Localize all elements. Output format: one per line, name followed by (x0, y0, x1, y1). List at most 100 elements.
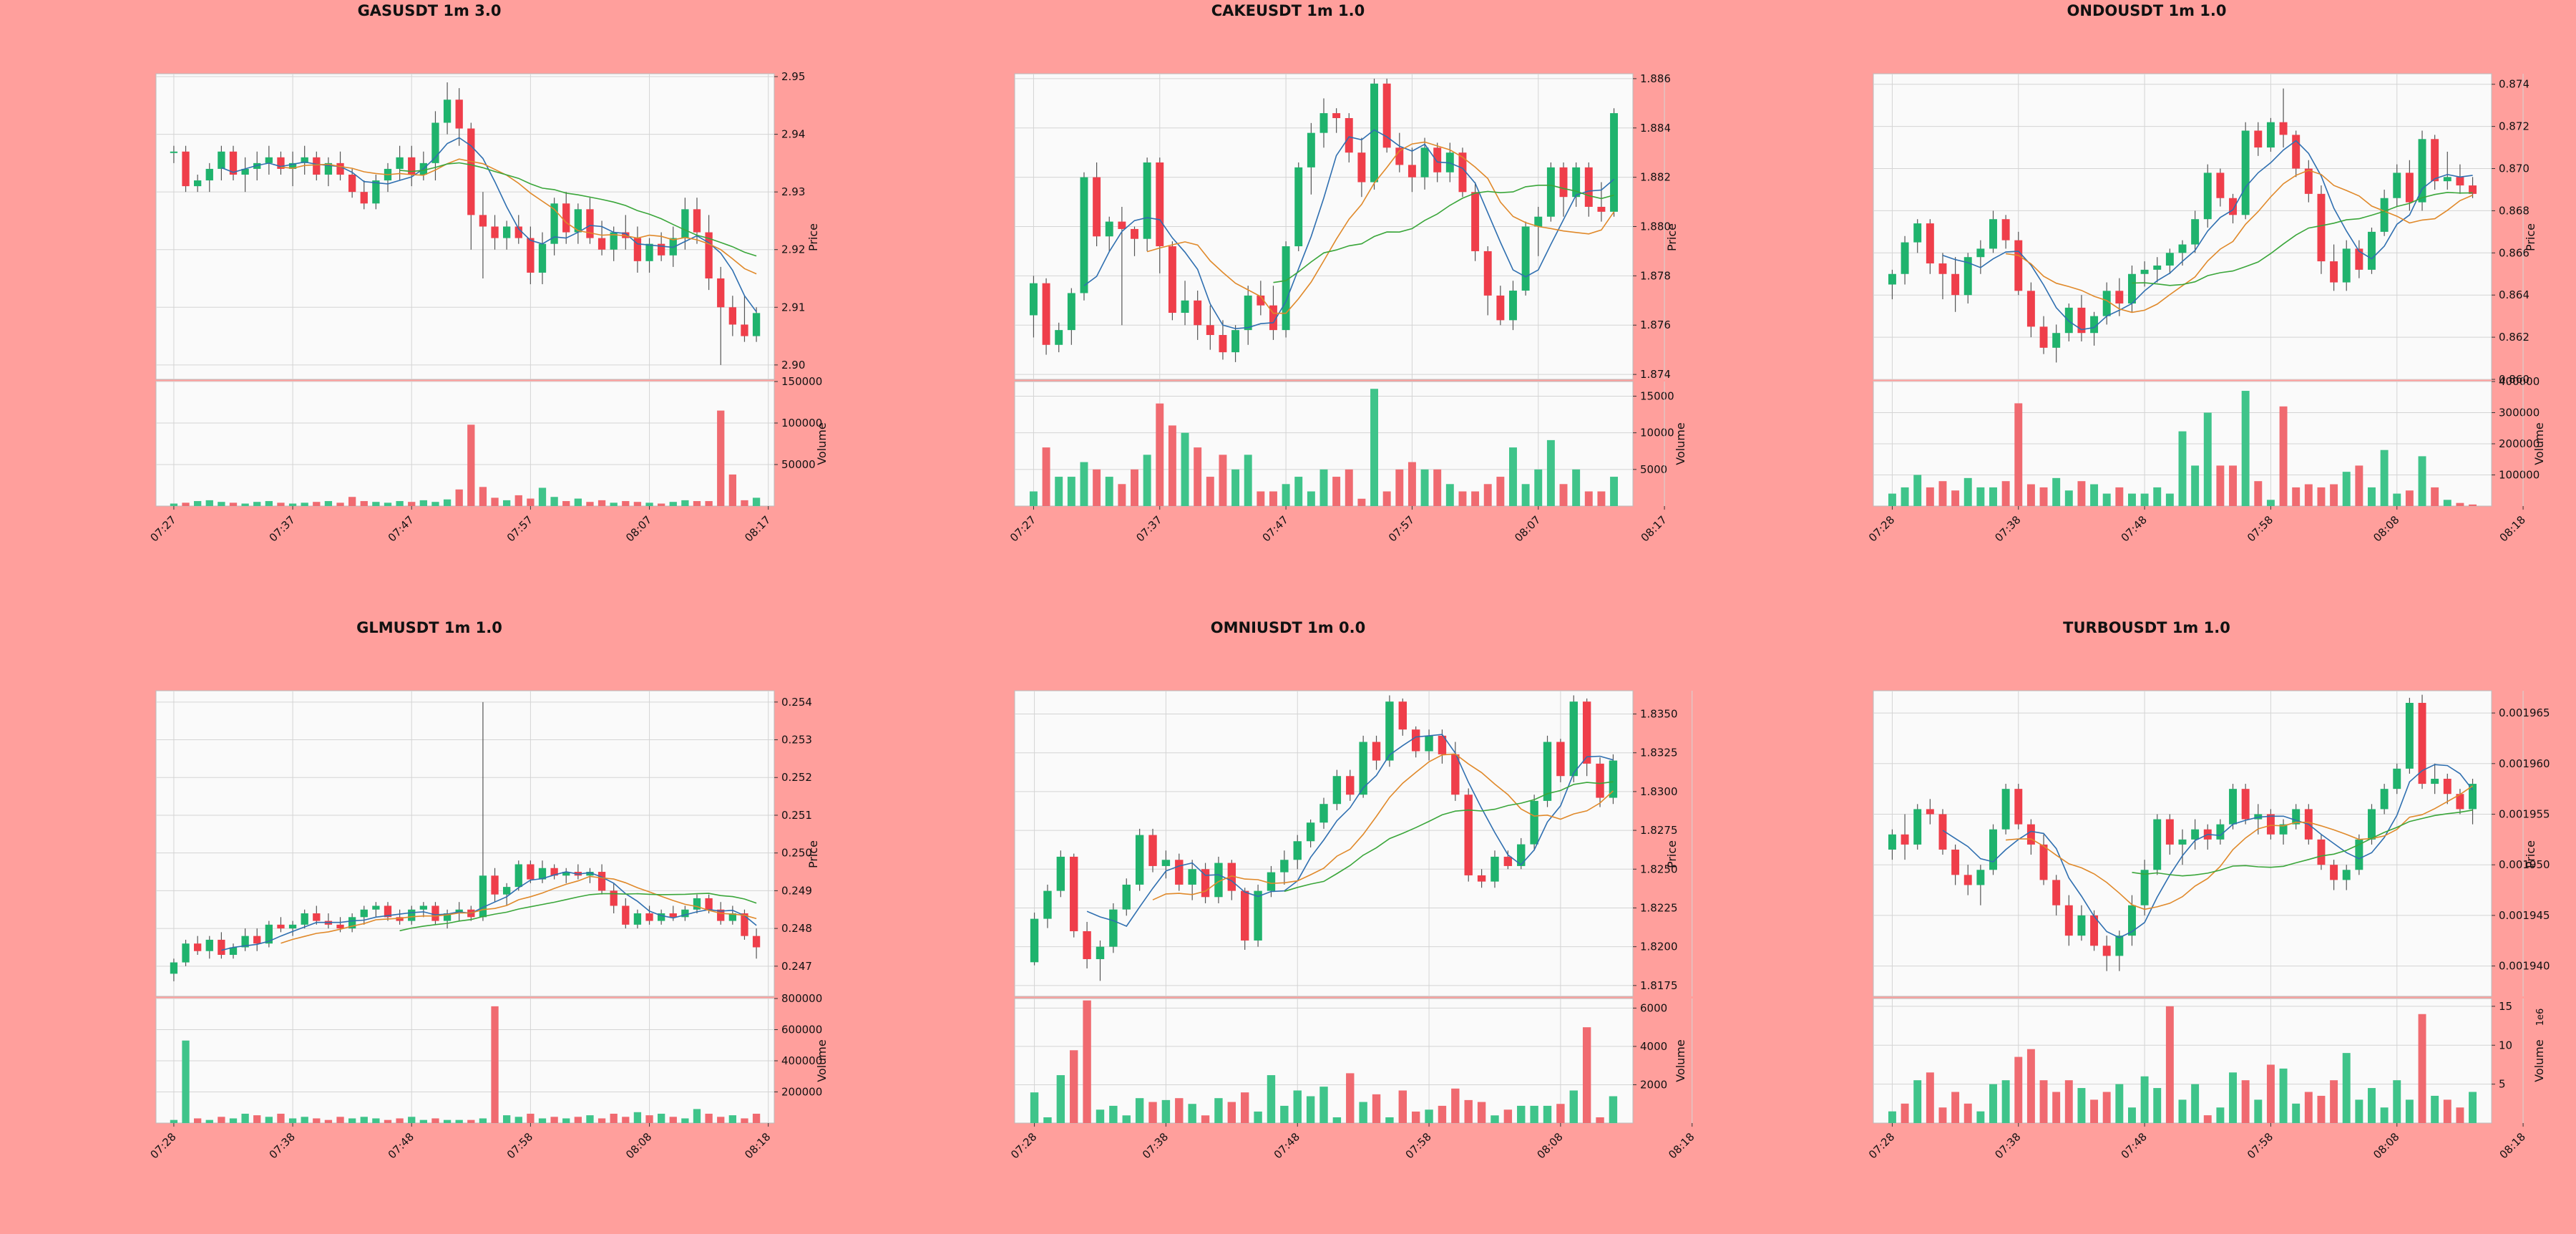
candle-body (253, 936, 261, 944)
moving-average-line (1083, 129, 1615, 329)
candle-body (728, 913, 736, 921)
volume-bar (2102, 1092, 2111, 1123)
candle-body (538, 243, 547, 273)
volume-bar (1306, 1096, 1315, 1123)
x-tick-label: 08:08 (1534, 1130, 1565, 1161)
volume-bar (2342, 472, 2351, 506)
candle-body (2304, 168, 2313, 194)
candle-body (705, 232, 713, 279)
volume-bar (1357, 498, 1366, 506)
volume-bar (467, 1119, 475, 1123)
candle-body (741, 913, 748, 936)
chart-svg: ONDOUSDT 1m 1.0 0.860 0.862 0.864 0.866 0.868… (1866, 2, 2546, 544)
volume-bar (348, 497, 356, 506)
volume-bar (2203, 412, 2212, 506)
price-tick-label: 2.92 (781, 243, 805, 256)
price-tick-label: 0.247 (781, 960, 812, 973)
volume-bar (1483, 484, 1492, 506)
candle-body (2342, 248, 2351, 283)
volume-bar (2418, 1014, 2426, 1123)
volume-bar (2254, 481, 2263, 506)
volume-bar (1425, 1109, 1433, 1123)
candle-body (479, 215, 487, 227)
volume-bar (2203, 1115, 2212, 1123)
candle-body (2090, 915, 2099, 946)
volume-bar (1503, 1109, 1513, 1123)
volume-bar (2254, 1099, 2263, 1123)
volume-bar (2241, 1080, 2250, 1123)
candle-body (681, 909, 689, 918)
volume-axis-label: Volume (1674, 1039, 1687, 1082)
candle-body (2102, 291, 2111, 316)
chart-panel-cakeusdt: CAKEUSDT 1m 1.0 1.874 1.876 1.878 1.880 1.882… (859, 0, 1717, 617)
candle-body (562, 203, 570, 233)
candle-body (2292, 809, 2301, 825)
candle-body (2026, 824, 2035, 845)
candle-body (2443, 779, 2451, 795)
candle-body (1244, 295, 1252, 331)
candle-body (1201, 869, 1210, 898)
volume-bar (182, 502, 190, 506)
volume-bar (229, 1118, 238, 1123)
volume-bar (2001, 1080, 2010, 1123)
volume-bar (1543, 1105, 1552, 1123)
volume-bar (2102, 493, 2111, 506)
volume-bar (574, 1117, 582, 1123)
volume-bar (2469, 504, 2477, 506)
candle-body (2266, 122, 2275, 148)
chart-title: GASUSDT 1m 3.0 (358, 2, 502, 19)
price-tick-label: 0.001960 (2499, 757, 2550, 770)
candle-body (1307, 132, 1315, 167)
volume-pane (155, 381, 775, 507)
price-tick-label: 1.8300 (1640, 785, 1678, 798)
volume-bar (2456, 1107, 2464, 1123)
candle-body (2393, 768, 2401, 790)
volume-bar (491, 1006, 499, 1123)
volume-bar (610, 1113, 618, 1123)
price-tick-label: 0.248 (781, 922, 812, 935)
price-tick-label: 0.249 (781, 884, 812, 897)
candle-body (2026, 291, 2035, 327)
candle-body (1319, 804, 1328, 823)
price-tick-label: 0.874 (2499, 78, 2529, 91)
volume-bar (2292, 487, 2301, 506)
candle-body (1572, 167, 1581, 198)
volume-bar (2178, 1099, 2187, 1123)
price-pane (155, 690, 775, 997)
volume-bar (2317, 487, 2326, 506)
x-tick-label: 07:38 (267, 1130, 298, 1161)
volume-bar (396, 1118, 404, 1123)
moving-average-line (221, 871, 757, 951)
candle-body (1938, 814, 1947, 850)
moving-average-line (2132, 191, 2473, 286)
volume-tick-label: 6000 (1640, 1001, 1667, 1014)
chart-svg: GLMUSDT 1m 1.0 0.247 0.248 0.249 0.250 0.251 0… (147, 619, 829, 1161)
price-tick-label: 1.878 (1640, 269, 1671, 282)
volume-bar (527, 1113, 535, 1123)
candle-body (2342, 870, 2351, 880)
volume-bar (2153, 487, 2162, 506)
candle-body (277, 924, 285, 929)
volume-bar (1319, 1087, 1328, 1123)
candle-body (1345, 117, 1353, 153)
price-tick-label: 1.880 (1640, 220, 1671, 233)
candle-body (372, 905, 380, 910)
volume-bar (1241, 1092, 1249, 1123)
volume-bar (1319, 469, 1328, 506)
price-axis-label: Price (806, 840, 820, 868)
chart-panel-gasusdt: GASUSDT 1m 3.0 2.90 2.91 2.92 2.93 2.94 2.95 50… (0, 0, 859, 617)
candle-body (503, 887, 511, 895)
volume-bar (408, 1117, 416, 1123)
volume-bar (1411, 1111, 1420, 1123)
volume-bar (1294, 477, 1303, 506)
volume-bar (205, 500, 213, 506)
volume-bar (1083, 1000, 1091, 1123)
volume-bar (336, 502, 344, 506)
volume-bar (1951, 1092, 1960, 1123)
volume-bar (2014, 1056, 2023, 1123)
volume-bar (705, 501, 713, 506)
x-tick-label: 08:18 (1666, 1130, 1697, 1161)
volume-bar (277, 1113, 285, 1123)
volume-bar (479, 487, 487, 506)
candle-body (2229, 198, 2237, 215)
